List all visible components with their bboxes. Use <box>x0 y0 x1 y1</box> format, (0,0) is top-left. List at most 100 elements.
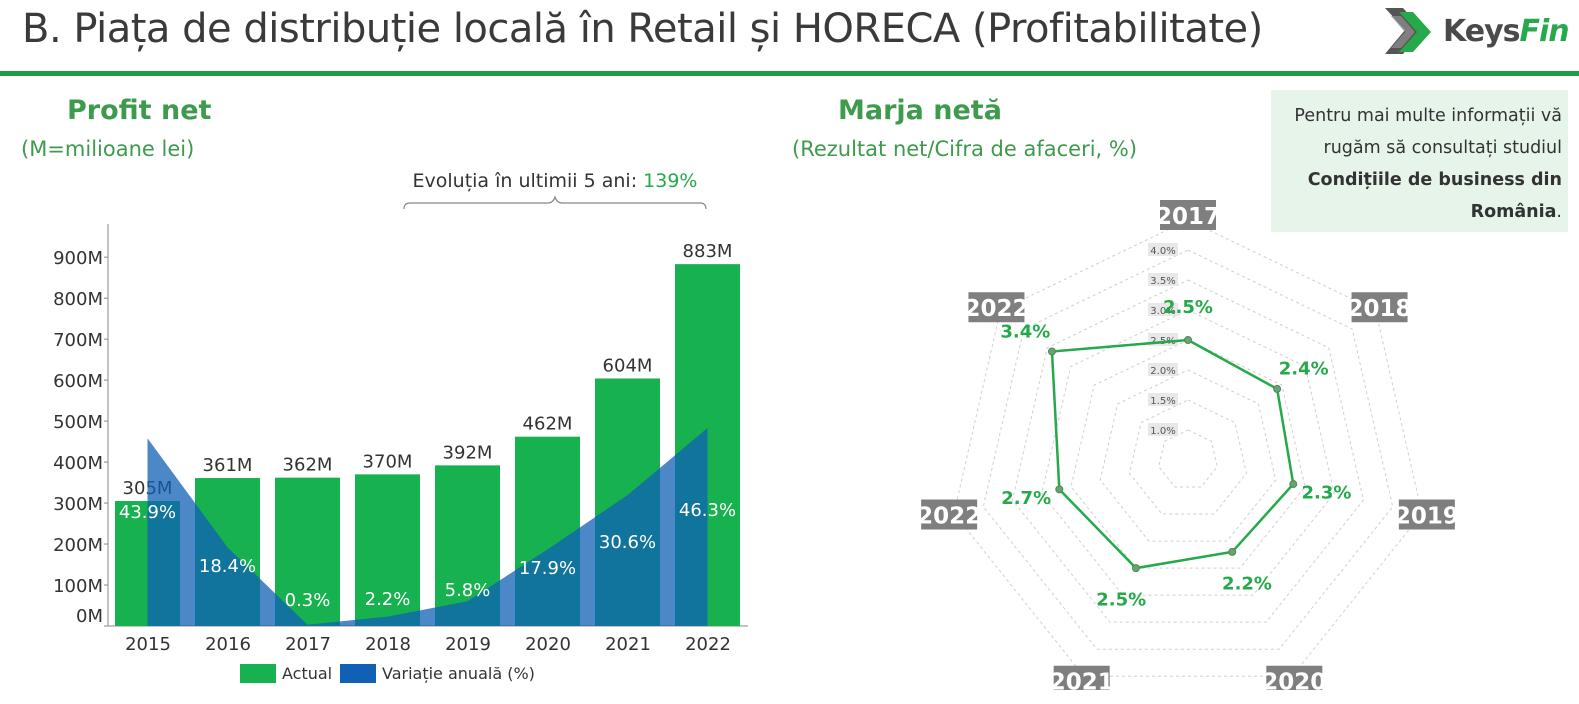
radar-ring <box>1128 399 1248 515</box>
variation-label: 30.6% <box>599 532 656 553</box>
radar-series-line <box>1050 338 1295 570</box>
evolution-brace <box>403 195 707 210</box>
radar-value-label: 2.5% <box>1163 297 1213 318</box>
radar-ring <box>982 249 1394 650</box>
bar-value-label: 883M <box>683 241 733 262</box>
radar-axis-label: 2017 <box>1156 204 1220 230</box>
bar-actual <box>275 477 340 626</box>
variation-label: 17.9% <box>519 558 576 579</box>
ring-label-bg <box>1148 363 1178 376</box>
info-line-2: rugăm să consultați studiul <box>1323 138 1563 158</box>
margin-title: Marja netă <box>838 95 1002 126</box>
radar-axis-label: 2021 <box>1050 670 1114 690</box>
x-tick-label: 2020 <box>525 634 571 655</box>
ring-label: 3.5% <box>1150 276 1175 287</box>
info-box: Pentru mai multe informații vă rugăm să … <box>1271 90 1568 232</box>
x-tick-label: 2017 <box>285 634 331 655</box>
radar-point <box>1184 336 1192 344</box>
radar-axis-label: 2022 <box>917 504 981 530</box>
x-tick-label: 2018 <box>365 634 411 655</box>
ring-label: 4.0% <box>1150 246 1175 257</box>
profit-title: Profit net <box>67 95 212 126</box>
variation-label: 18.4% <box>199 556 256 577</box>
page-title: B. Piața de distribuție locală în Retail… <box>22 6 1263 52</box>
bar-value-label: 370M <box>363 451 413 472</box>
y-tick-label: 600M <box>53 371 103 392</box>
radar-axis-label-bg <box>921 499 978 530</box>
info-line-4: România. <box>1470 202 1562 222</box>
radar-value-label: 2.3% <box>1301 483 1351 504</box>
radar-axis-label: 2022 <box>964 296 1028 322</box>
radar-point <box>1289 480 1298 489</box>
y-tick-label: 500M <box>53 412 103 433</box>
logo-wordmark: KeysFin <box>1443 14 1570 49</box>
radar-ring <box>1099 369 1277 542</box>
x-tick-label: 2021 <box>605 634 651 655</box>
x-tick-label: 2016 <box>205 634 251 655</box>
ring-label: 1.5% <box>1150 396 1175 407</box>
variation-label: 2.2% <box>365 589 411 610</box>
legend-swatch-actual <box>240 664 276 683</box>
bar-value-label: 361M <box>203 455 253 476</box>
radar-ring <box>953 219 1423 677</box>
ring-label-bg <box>1148 273 1178 286</box>
radar-value-label: 2.2% <box>1222 574 1272 595</box>
bar-value-label: 392M <box>443 442 493 463</box>
y-tick-label: 800M <box>53 289 103 310</box>
radar-value-label: 2.7% <box>1001 488 1051 509</box>
radar-point <box>1047 347 1056 356</box>
y-tick-label: 700M <box>53 330 103 351</box>
radar-value-label: 2.5% <box>1096 590 1146 611</box>
evolution-note: Evoluția în ultimii 5 ani: 139% <box>412 170 698 192</box>
ring-label: 2.0% <box>1150 366 1175 377</box>
radar-point <box>1228 547 1237 556</box>
header-divider <box>0 71 1579 76</box>
radar-axis-label: 2019 <box>1395 504 1459 530</box>
profit-bar-chart: 0M 100M 200M 300M 400M 500M 600M 700M 800M 900M 30… <box>53 195 748 655</box>
legend-variation: Variație anuală (%) <box>340 664 535 683</box>
legend-swatch-variation <box>340 664 376 683</box>
variation-label: 0.3% <box>285 590 331 611</box>
radar-ring <box>1158 429 1218 488</box>
ring-label-bg <box>1148 393 1178 406</box>
radar-axis-label: 2020 <box>1262 670 1326 690</box>
ring-label: 1.0% <box>1150 426 1175 437</box>
y-tick-label: 900M <box>53 248 103 269</box>
radar-axis-label-bg <box>1160 200 1216 230</box>
info-line-1: Pentru mai multe informații vă <box>1294 106 1562 126</box>
radar-axis-label-bg <box>1351 292 1408 323</box>
bar-value-label: 604M <box>603 355 653 376</box>
radar-point <box>1131 564 1140 573</box>
bar-value-label: 462M <box>523 414 573 435</box>
y-tick-label: 0M <box>76 606 103 627</box>
margin-subtitle: (Rezultat net/Cifra de afaceri, %) <box>792 137 1138 161</box>
radar-value-label: 2.4% <box>1279 359 1329 380</box>
margin-radar-chart: 1.0%1.5%2.0%2.5%3.0%3.5%4.0%201720182019… <box>917 200 1459 690</box>
radar-point <box>1055 485 1064 494</box>
ring-label-bg <box>1148 303 1178 316</box>
variation-label: 5.8% <box>445 580 491 601</box>
y-tick-label: 100M <box>53 576 103 597</box>
radar-axis-label-bg <box>1053 665 1110 690</box>
radar-value-label: 3.4% <box>1000 321 1050 342</box>
radar-axis-label-bg <box>968 292 1025 323</box>
y-tick-label: 200M <box>53 535 103 556</box>
radar-ring <box>1011 279 1365 623</box>
variation-area <box>147 428 708 626</box>
ring-label-bg <box>1148 423 1178 436</box>
radar-axis-label-bg <box>1398 499 1455 530</box>
chevron-logo-icon <box>1385 8 1431 54</box>
keysfin-logo: KeysFin <box>1385 8 1575 56</box>
ring-label-bg <box>1148 243 1178 256</box>
radar-axis-label-bg <box>1266 665 1323 690</box>
radar-axis-label: 2018 <box>1348 296 1412 322</box>
legend-actual: Actual <box>240 664 332 683</box>
x-tick-label: 2022 <box>685 634 731 655</box>
info-line-3: Condițiile de business din <box>1307 170 1562 190</box>
radar-point <box>1273 384 1282 393</box>
variation-label: 43.9% <box>119 502 176 523</box>
y-tick-label: 300M <box>53 494 103 515</box>
profit-subtitle: (M=milioane lei) <box>21 137 195 161</box>
ring-label: 3.0% <box>1150 306 1175 317</box>
bar-value-label: 362M <box>283 455 333 476</box>
